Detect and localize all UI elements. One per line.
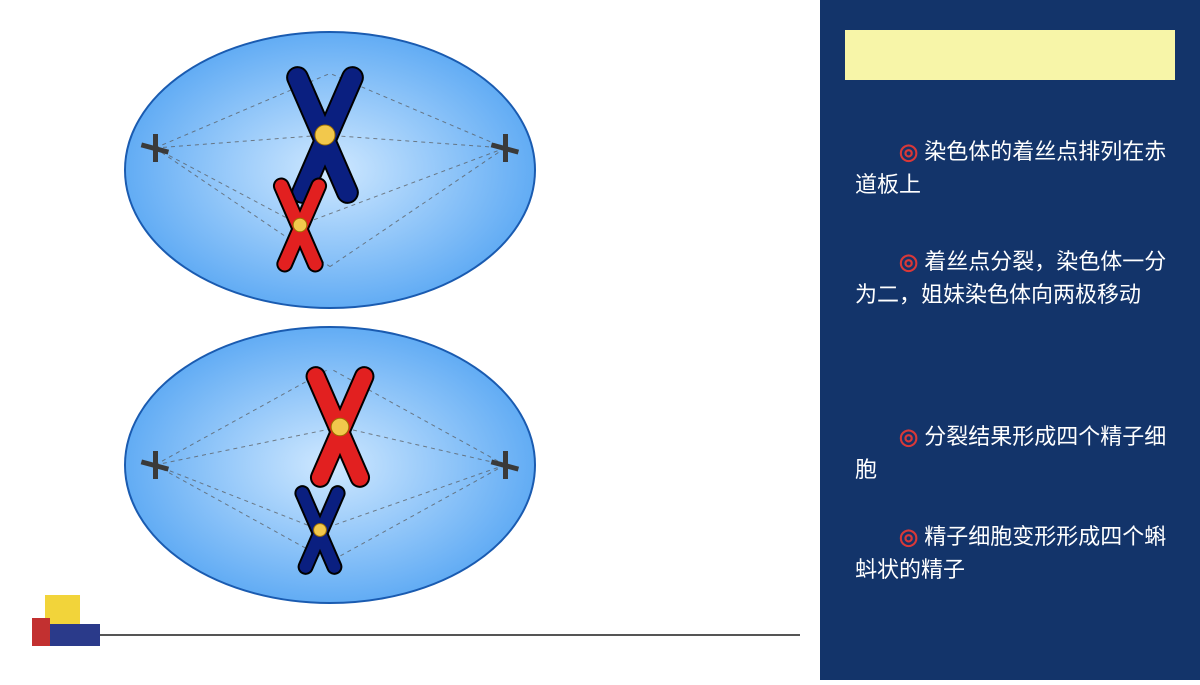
bullet-icon: ◎ [899, 424, 918, 449]
title-box [845, 30, 1175, 80]
bullet-item: ◎分裂结果形成四个精子细胞 [855, 420, 1175, 486]
corner-decoration [20, 590, 110, 660]
sidebar-panel: ◎染色体的着丝点排列在赤道板上 ◎着丝点分裂，染色体一分为二，姐妹染色体向两极移动… [820, 0, 1200, 680]
cell [125, 327, 535, 603]
cell [125, 32, 535, 308]
bullet-item: ◎精子细胞变形形成四个蝌蚪状的精子 [855, 520, 1175, 586]
bullet-item: ◎染色体的着丝点排列在赤道板上 [855, 135, 1175, 201]
bullet-icon: ◎ [899, 249, 918, 274]
diagram-area [0, 0, 820, 680]
bullet-icon: ◎ [899, 139, 918, 164]
cells-diagram [0, 0, 820, 680]
horizontal-rule [80, 634, 800, 636]
bullet-icon: ◎ [899, 524, 918, 549]
bullet-item: ◎着丝点分裂，染色体一分为二，姐妹染色体向两极移动 [855, 245, 1175, 311]
